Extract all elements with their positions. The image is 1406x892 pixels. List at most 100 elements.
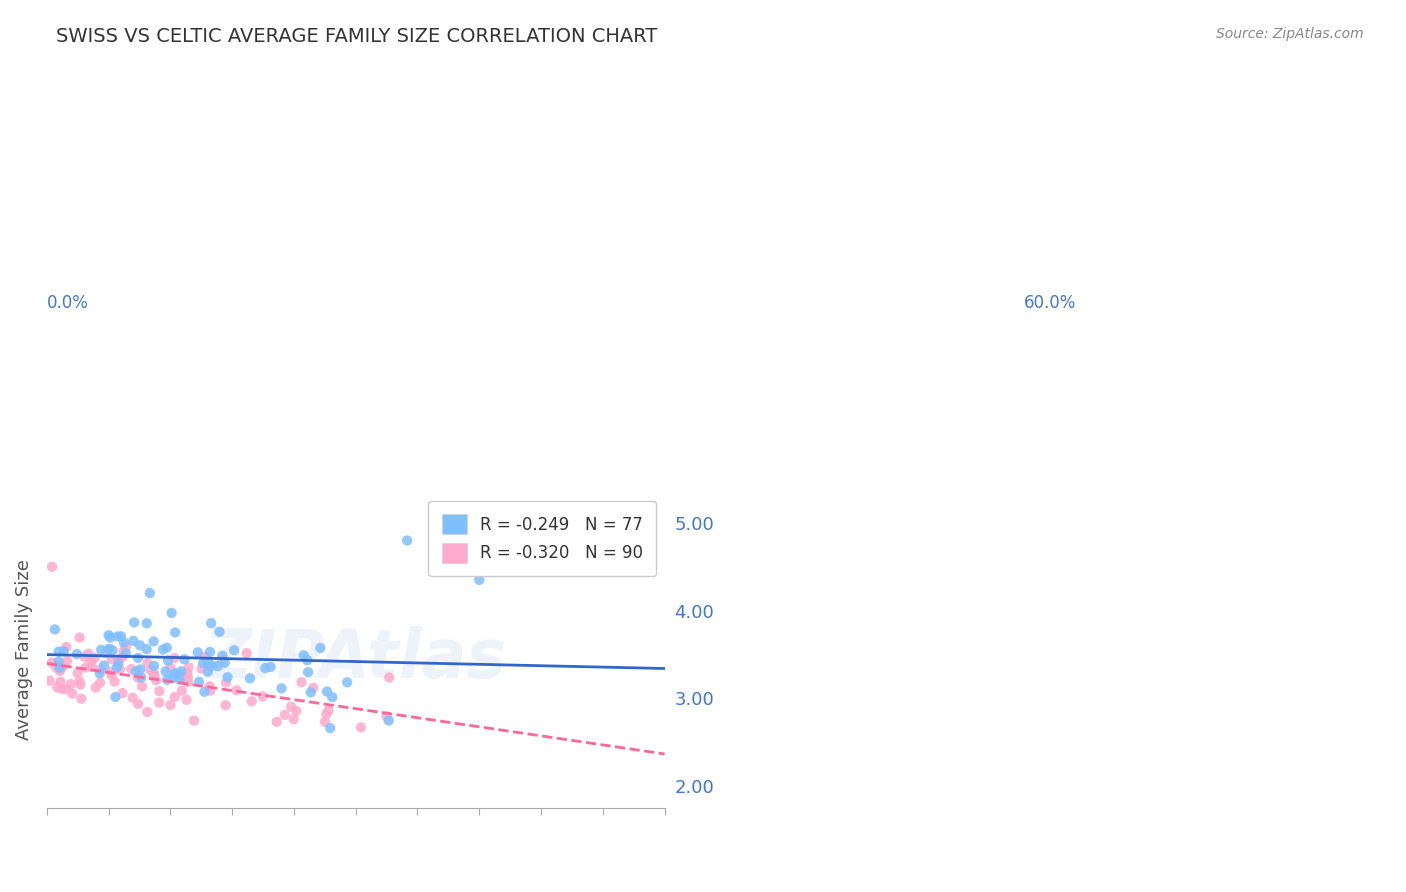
- Point: [139, 663, 162, 677]
- Point: [297, 653, 319, 667]
- Point: [292, 648, 315, 663]
- Point: [200, 683, 222, 698]
- Point: [69, 631, 91, 645]
- Point: [396, 533, 419, 548]
- Point: [69, 677, 91, 691]
- Point: [142, 667, 165, 681]
- Point: [280, 699, 302, 714]
- Point: [80, 660, 103, 674]
- Point: [41, 559, 63, 574]
- Point: [162, 671, 184, 685]
- Point: [112, 635, 135, 649]
- Point: [177, 660, 200, 674]
- Text: 60.0%: 60.0%: [1024, 293, 1077, 311]
- Point: [159, 661, 181, 675]
- Point: [193, 685, 215, 699]
- Point: [66, 666, 89, 681]
- Point: [104, 674, 127, 689]
- Point: [336, 675, 359, 690]
- Point: [193, 656, 215, 670]
- Text: Source: ZipAtlas.com: Source: ZipAtlas.com: [1216, 27, 1364, 41]
- Point: [159, 698, 181, 712]
- Point: [163, 690, 186, 704]
- Point: [468, 573, 491, 587]
- Point: [59, 677, 82, 691]
- Point: [211, 652, 233, 666]
- Point: [107, 657, 129, 671]
- Point: [115, 640, 138, 654]
- Point: [90, 662, 112, 676]
- Point: [270, 681, 292, 696]
- Point: [49, 664, 72, 678]
- Point: [194, 649, 217, 664]
- Point: [135, 616, 157, 631]
- Point: [314, 714, 336, 729]
- Point: [200, 616, 222, 631]
- Point: [77, 647, 100, 661]
- Point: [177, 675, 200, 690]
- Point: [207, 659, 229, 673]
- Point: [375, 709, 398, 723]
- Point: [152, 642, 174, 657]
- Point: [108, 662, 131, 676]
- Point: [215, 698, 238, 713]
- Point: [166, 667, 188, 681]
- Point: [157, 654, 180, 668]
- Point: [302, 681, 325, 695]
- Point: [148, 684, 170, 698]
- Point: [125, 665, 148, 679]
- Point: [148, 696, 170, 710]
- Text: ZIPAtlas: ZIPAtlas: [204, 626, 508, 692]
- Point: [290, 675, 312, 690]
- Point: [225, 683, 247, 698]
- Point: [259, 660, 281, 674]
- Point: [44, 623, 66, 637]
- Point: [105, 660, 128, 674]
- Point: [90, 642, 112, 657]
- Point: [70, 691, 93, 706]
- Point: [107, 629, 129, 643]
- Point: [169, 669, 191, 683]
- Point: [309, 640, 332, 655]
- Legend: R = -0.249   N = 77, R = -0.320   N = 90: R = -0.249 N = 77, R = -0.320 N = 90: [429, 500, 657, 576]
- Point: [156, 640, 179, 655]
- Point: [127, 671, 149, 685]
- Point: [211, 648, 233, 663]
- Point: [173, 652, 195, 666]
- Point: [316, 684, 339, 698]
- Point: [89, 666, 111, 681]
- Point: [285, 704, 308, 718]
- Point: [217, 670, 239, 684]
- Point: [108, 652, 131, 666]
- Text: SWISS VS CELTIC AVERAGE FAMILY SIZE CORRELATION CHART: SWISS VS CELTIC AVERAGE FAMILY SIZE CORR…: [56, 27, 658, 45]
- Point: [111, 686, 134, 700]
- Point: [100, 668, 122, 682]
- Point: [198, 659, 221, 673]
- Point: [121, 690, 143, 705]
- Point: [97, 642, 120, 657]
- Point: [38, 673, 60, 688]
- Point: [120, 662, 142, 676]
- Point: [201, 658, 224, 673]
- Point: [129, 662, 152, 676]
- Point: [93, 658, 115, 673]
- Point: [198, 645, 221, 659]
- Point: [122, 633, 145, 648]
- Point: [165, 625, 187, 640]
- Point: [112, 644, 135, 658]
- Point: [136, 705, 159, 719]
- Point: [111, 650, 134, 665]
- Point: [197, 665, 219, 679]
- Point: [100, 652, 122, 666]
- Point: [135, 642, 157, 657]
- Point: [129, 671, 152, 685]
- Point: [160, 606, 183, 620]
- Point: [127, 697, 149, 711]
- Point: [378, 671, 401, 685]
- Point: [48, 661, 70, 675]
- Point: [143, 667, 166, 681]
- Point: [155, 665, 177, 679]
- Point: [89, 676, 111, 690]
- Point: [165, 666, 187, 681]
- Point: [350, 720, 373, 734]
